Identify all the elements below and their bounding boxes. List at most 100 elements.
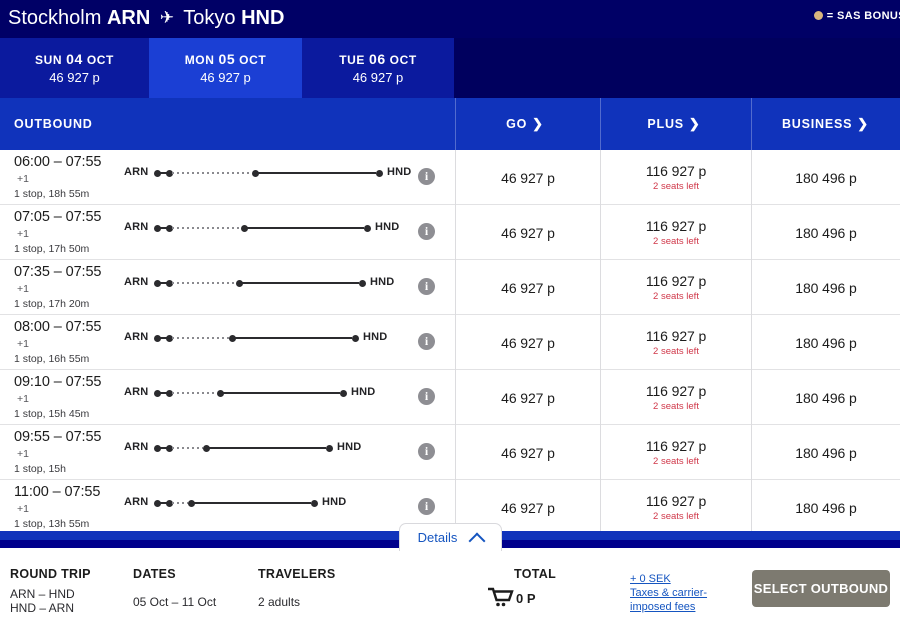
route-origin-code: ARN bbox=[124, 221, 149, 233]
seats-left-badge: 2 seats left bbox=[653, 511, 699, 522]
flight-info-icon[interactable]: i bbox=[418, 278, 435, 295]
flight-info-icon[interactable]: i bbox=[418, 443, 435, 460]
price-cell-business[interactable]: 180 496 p bbox=[751, 425, 900, 480]
price-value: 180 496 p bbox=[795, 334, 857, 351]
summary-dates: DATES 05 Oct – 11 Oct bbox=[133, 567, 216, 609]
flight-info-icon[interactable]: i bbox=[418, 168, 435, 185]
flight-stops-duration: 1 stop, 17h 50m bbox=[14, 243, 90, 255]
flight-info-icon[interactable]: i bbox=[418, 388, 435, 405]
price-value: 180 496 p bbox=[795, 444, 857, 461]
route-diagram: ARN HND i bbox=[124, 218, 900, 240]
route-destination-code: HND bbox=[322, 496, 347, 508]
price-cell-go[interactable]: 46 927 p bbox=[455, 425, 600, 480]
route-destination-code: HND bbox=[370, 276, 395, 288]
route-destination-code: HND bbox=[363, 331, 388, 343]
price-value: 46 927 p bbox=[501, 224, 555, 241]
price-value: 180 496 p bbox=[795, 389, 857, 406]
flight-day-offset: +1 bbox=[17, 283, 29, 295]
flight-row[interactable]: 08:00 – 07:55 +1 1 stop, 16h 55m ARN HND i 46 … bbox=[0, 315, 900, 370]
price-cell-business[interactable]: 180 496 p bbox=[751, 150, 900, 205]
price-cell-go[interactable]: 46 927 p bbox=[455, 480, 600, 531]
price-cell-plus[interactable]: 116 927 p 2 seats left bbox=[600, 150, 751, 205]
airplane-icon: ✈ bbox=[159, 8, 175, 27]
flight-row[interactable]: 09:10 – 07:55 +1 1 stop, 15h 45m ARN HND i 46 … bbox=[0, 370, 900, 425]
route-diagram: ARN HND i bbox=[124, 273, 900, 295]
price-cell-plus[interactable]: 116 927 p 2 seats left bbox=[600, 425, 751, 480]
price-value: 116 927 p bbox=[645, 383, 707, 399]
flight-stops-duration: 1 stop, 18h 55m bbox=[14, 188, 90, 200]
flight-info-icon[interactable]: i bbox=[418, 333, 435, 350]
page-header: Stockholm ARN ✈ Tokyo HND = SAS BONUS bbox=[0, 0, 900, 38]
flight-row[interactable]: 09:55 – 07:55 +1 1 stop, 15h ARN HND i 46 927 … bbox=[0, 425, 900, 480]
price-cell-business[interactable]: 180 496 p bbox=[751, 370, 900, 425]
price-value: 180 496 p bbox=[795, 499, 857, 516]
price-cell-plus[interactable]: 116 927 p 2 seats left bbox=[600, 480, 751, 531]
details-label: Details bbox=[417, 530, 458, 545]
flight-row[interactable]: 07:35 – 07:55 +1 1 stop, 17h 20m ARN HND i 46 … bbox=[0, 260, 900, 315]
flight-row[interactable]: 06:00 – 07:55 +1 1 stop, 18h 55m ARN HND i 46 … bbox=[0, 150, 900, 205]
price-value: 180 496 p bbox=[795, 169, 857, 186]
flight-stops-duration: 1 stop, 17h 20m bbox=[14, 298, 90, 310]
price-cell-plus[interactable]: 116 927 p 2 seats left bbox=[600, 205, 751, 260]
route-destination-code: HND bbox=[351, 386, 376, 398]
tax-description: Taxes & carrier-imposed fees bbox=[630, 587, 708, 613]
date-tab-mon-05-oct[interactable]: MON 05 OCT 46 927 p bbox=[149, 38, 302, 98]
date-tab-label: TUE 06 OCT bbox=[339, 51, 417, 67]
date-tab-sun-04-oct[interactable]: SUN 04 OCT 46 927 p bbox=[0, 38, 149, 98]
price-cell-go[interactable]: 46 927 p bbox=[455, 370, 600, 425]
flight-info-icon[interactable]: i bbox=[418, 223, 435, 240]
details-toggle-tab[interactable]: Details bbox=[399, 523, 502, 551]
flight-time-block: 09:10 – 07:55 +1 1 stop, 15h 45m bbox=[14, 374, 124, 420]
price-cell-business[interactable]: 180 496 p bbox=[751, 260, 900, 315]
price-cell-business[interactable]: 180 496 p bbox=[751, 205, 900, 260]
flight-stops-duration: 1 stop, 15h bbox=[14, 463, 66, 475]
chevron-right-icon: ❯ bbox=[857, 116, 869, 131]
price-value: 116 927 p bbox=[645, 273, 707, 289]
destination-city: Tokyo bbox=[183, 7, 236, 29]
total-heading: TOTAL bbox=[514, 567, 557, 581]
taxes-and-fees-link[interactable]: + 0 SEK Taxes & carrier-imposed fees bbox=[630, 572, 746, 614]
price-cell-business[interactable]: 180 496 p bbox=[751, 480, 900, 531]
flight-stops-duration: 1 stop, 15h 45m bbox=[14, 408, 90, 420]
flight-times: 08:00 – 07:55 bbox=[14, 319, 102, 335]
seats-left-badge: 2 seats left bbox=[653, 346, 699, 357]
flight-times: 09:55 – 07:55 bbox=[14, 429, 102, 445]
select-outbound-button[interactable]: SELECT OUTBOUND bbox=[752, 570, 890, 607]
route-origin-code: ARN bbox=[124, 276, 149, 288]
date-tab-tue-06-oct[interactable]: TUE 06 OCT 46 927 p bbox=[302, 38, 454, 98]
round-trip-leg-2: HND – ARN bbox=[10, 601, 75, 615]
summary-travelers: TRAVELERS 2 adults bbox=[258, 567, 335, 609]
price-cell-go[interactable]: 46 927 p bbox=[455, 260, 600, 315]
route-origin-code: ARN bbox=[124, 386, 149, 398]
flight-info-icon[interactable]: i bbox=[418, 498, 435, 515]
flight-times: 07:35 – 07:55 bbox=[14, 264, 102, 280]
route-origin-code: ARN bbox=[124, 166, 149, 178]
route-destination-code: HND bbox=[337, 441, 362, 453]
price-cell-business[interactable]: 180 496 p bbox=[751, 315, 900, 370]
price-cell-go[interactable]: 46 927 p bbox=[455, 205, 600, 260]
price-cell-go[interactable]: 46 927 p bbox=[455, 315, 600, 370]
price-cell-plus[interactable]: 116 927 p 2 seats left bbox=[600, 260, 751, 315]
booking-summary-bar: ROUND TRIP ARN – HND HND – ARN DATES 05 … bbox=[0, 548, 900, 628]
price-value: 180 496 p bbox=[795, 279, 857, 296]
flight-times: 09:10 – 07:55 bbox=[14, 374, 102, 390]
flight-day-offset: +1 bbox=[17, 448, 29, 460]
round-trip-heading: ROUND TRIP bbox=[10, 567, 91, 581]
price-value: 116 927 p bbox=[645, 218, 707, 234]
seats-left-badge: 2 seats left bbox=[653, 401, 699, 412]
column-header-go[interactable]: GO ❯ bbox=[506, 116, 544, 131]
price-cell-go[interactable]: 46 927 p bbox=[455, 150, 600, 205]
price-cell-plus[interactable]: 116 927 p 2 seats left bbox=[600, 370, 751, 425]
route-diagram: ARN HND i bbox=[124, 163, 900, 185]
chevron-right-icon: ❯ bbox=[532, 116, 544, 131]
tax-amount: + 0 SEK bbox=[630, 573, 671, 585]
flight-row[interactable]: 11:00 – 07:55 +1 1 stop, 13h 55m ARN HND i 46 … bbox=[0, 480, 900, 531]
route-title: Stockholm ARN ✈ Tokyo HND bbox=[8, 4, 284, 33]
price-cell-plus[interactable]: 116 927 p 2 seats left bbox=[600, 315, 751, 370]
seats-left-badge: 2 seats left bbox=[653, 181, 699, 192]
column-header-business[interactable]: BUSINESS ❯ bbox=[781, 116, 869, 131]
column-header-plus[interactable]: PLUS ❯ bbox=[647, 116, 701, 131]
flight-stops-duration: 1 stop, 16h 55m bbox=[14, 353, 90, 365]
origin-city: Stockholm bbox=[8, 7, 102, 29]
flight-row[interactable]: 07:05 – 07:55 +1 1 stop, 17h 50m ARN HND i 46 … bbox=[0, 205, 900, 260]
